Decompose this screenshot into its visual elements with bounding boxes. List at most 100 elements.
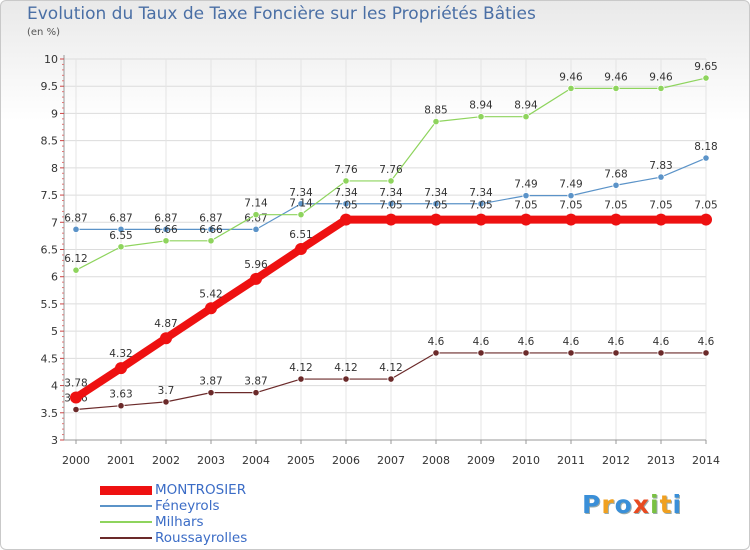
data-label-milhars: 9.65 — [694, 61, 717, 73]
data-label-montrosier: 7.05 — [649, 200, 672, 212]
data-label-fneyrols: 7.34 — [379, 187, 403, 199]
data-point-roussayrolles — [567, 349, 575, 357]
data-label-montrosier: 7.05 — [604, 200, 627, 212]
y-tick-label: 5.5 — [41, 298, 59, 311]
data-point-fneyrols — [162, 225, 170, 233]
data-label-roussayrolles: 4.12 — [289, 362, 312, 374]
data-point-montrosier — [115, 362, 127, 375]
data-label-roussayrolles: 4.6 — [473, 336, 490, 348]
y-tick-label: 10 — [44, 53, 58, 66]
data-label-fneyrols: 7.68 — [604, 168, 627, 180]
data-label-roussayrolles: 3.63 — [109, 389, 132, 401]
logo-letter: x — [632, 490, 650, 519]
x-tick-label: 2013 — [647, 454, 675, 467]
logo-letter: r — [601, 490, 615, 519]
data-label-fneyrols: 7.34 — [469, 187, 493, 199]
y-tick-label: 9 — [51, 107, 58, 120]
y-tick-label: 6 — [51, 271, 58, 284]
data-label-roussayrolles: 4.6 — [698, 336, 715, 348]
x-tick-label: 2006 — [332, 454, 360, 467]
data-label-montrosier: 7.05 — [514, 200, 537, 212]
data-label-fneyrols: 7.34 — [289, 187, 313, 199]
data-label-fneyrols: 7.49 — [514, 179, 537, 191]
data-point-montrosier — [700, 213, 712, 226]
legend-label: Roussayrolles — [155, 530, 248, 546]
data-point-montrosier — [385, 213, 397, 226]
data-label-montrosier: 7.05 — [379, 200, 402, 212]
data-label-montrosier: 4.87 — [154, 318, 177, 330]
data-point-milhars — [657, 84, 665, 92]
x-tick-label: 2011 — [557, 454, 585, 467]
data-label-fneyrols: 7.49 — [559, 179, 582, 191]
y-tick-label: 6.5 — [41, 244, 59, 257]
data-point-fneyrols — [567, 192, 575, 200]
data-label-fneyrols: 6.87 — [199, 212, 222, 224]
data-label-roussayrolles: 4.12 — [334, 362, 357, 374]
data-point-milhars — [702, 74, 710, 82]
x-tick-label: 2002 — [152, 454, 180, 467]
data-label-montrosier: 3.78 — [64, 378, 87, 390]
data-point-roussayrolles — [612, 349, 620, 357]
data-label-fneyrols: 7.83 — [649, 160, 672, 172]
legend-swatch-milhars — [100, 521, 152, 523]
data-label-milhars: 7.14 — [289, 198, 313, 210]
data-label-montrosier: 6.51 — [289, 229, 312, 241]
data-label-milhars: 6.12 — [64, 253, 87, 265]
data-label-montrosier: 7.05 — [424, 200, 447, 212]
data-label-milhars: 9.46 — [649, 71, 673, 83]
data-label-milhars: 6.66 — [199, 224, 223, 236]
x-tick-label: 2010 — [512, 454, 540, 467]
data-point-fneyrols — [72, 225, 80, 233]
data-label-milhars: 7.14 — [244, 198, 268, 210]
data-point-fneyrols — [207, 225, 215, 233]
x-tick-label: 2012 — [602, 454, 630, 467]
data-label-fneyrols: 6.87 — [109, 212, 132, 224]
data-point-fneyrols — [432, 200, 440, 208]
data-label-roussayrolles: 4.12 — [379, 362, 402, 374]
data-point-fneyrols — [342, 200, 350, 208]
data-point-montrosier — [295, 242, 307, 255]
legend-swatch-roussayrolles — [100, 537, 152, 539]
logo-letter: t — [659, 490, 673, 519]
data-point-milhars — [117, 243, 125, 251]
data-label-fneyrols: 7.34 — [334, 187, 358, 199]
data-label-fneyrols: 6.87 — [64, 212, 87, 224]
data-point-roussayrolles — [297, 375, 305, 383]
data-label-montrosier: 4.32 — [109, 348, 132, 360]
data-label-milhars: 6.66 — [154, 224, 178, 236]
data-point-roussayrolles — [72, 405, 80, 414]
data-label-fneyrols: 8.18 — [694, 141, 717, 153]
data-label-montrosier: 7.05 — [469, 200, 492, 212]
y-tick-label: 8.5 — [41, 135, 59, 148]
data-point-fneyrols — [387, 200, 395, 208]
data-point-milhars — [162, 237, 170, 245]
data-label-fneyrols: 6.87 — [244, 212, 267, 224]
data-label-montrosier: 5.96 — [244, 259, 268, 271]
x-tick-label: 2009 — [467, 454, 495, 467]
x-tick-label: 2001 — [107, 454, 135, 467]
data-point-milhars — [252, 211, 260, 219]
data-label-roussayrolles: 4.6 — [653, 336, 670, 348]
data-label-roussayrolles: 3.87 — [244, 376, 267, 388]
data-point-milhars — [612, 84, 620, 92]
x-tick-label: 2000 — [62, 454, 90, 467]
data-point-roussayrolles — [522, 349, 530, 357]
data-label-milhars: 8.94 — [514, 100, 538, 112]
data-point-roussayrolles — [162, 398, 170, 406]
x-tick-label: 2007 — [377, 454, 405, 467]
data-point-milhars — [297, 211, 305, 219]
y-tick-label: 7 — [51, 216, 58, 229]
legend-label: MONTROSIER — [155, 482, 247, 498]
data-point-montrosier — [565, 213, 577, 226]
data-point-montrosier — [205, 302, 217, 315]
logo-letter: P — [582, 490, 602, 519]
data-label-milhars: 6.55 — [109, 230, 132, 242]
data-point-fneyrols — [252, 225, 260, 233]
data-point-milhars — [432, 117, 440, 126]
data-point-fneyrols — [477, 200, 485, 208]
data-point-roussayrolles — [657, 349, 665, 357]
data-point-roussayrolles — [117, 402, 125, 410]
data-point-montrosier — [610, 213, 622, 226]
data-label-milhars: 7.76 — [334, 164, 358, 176]
